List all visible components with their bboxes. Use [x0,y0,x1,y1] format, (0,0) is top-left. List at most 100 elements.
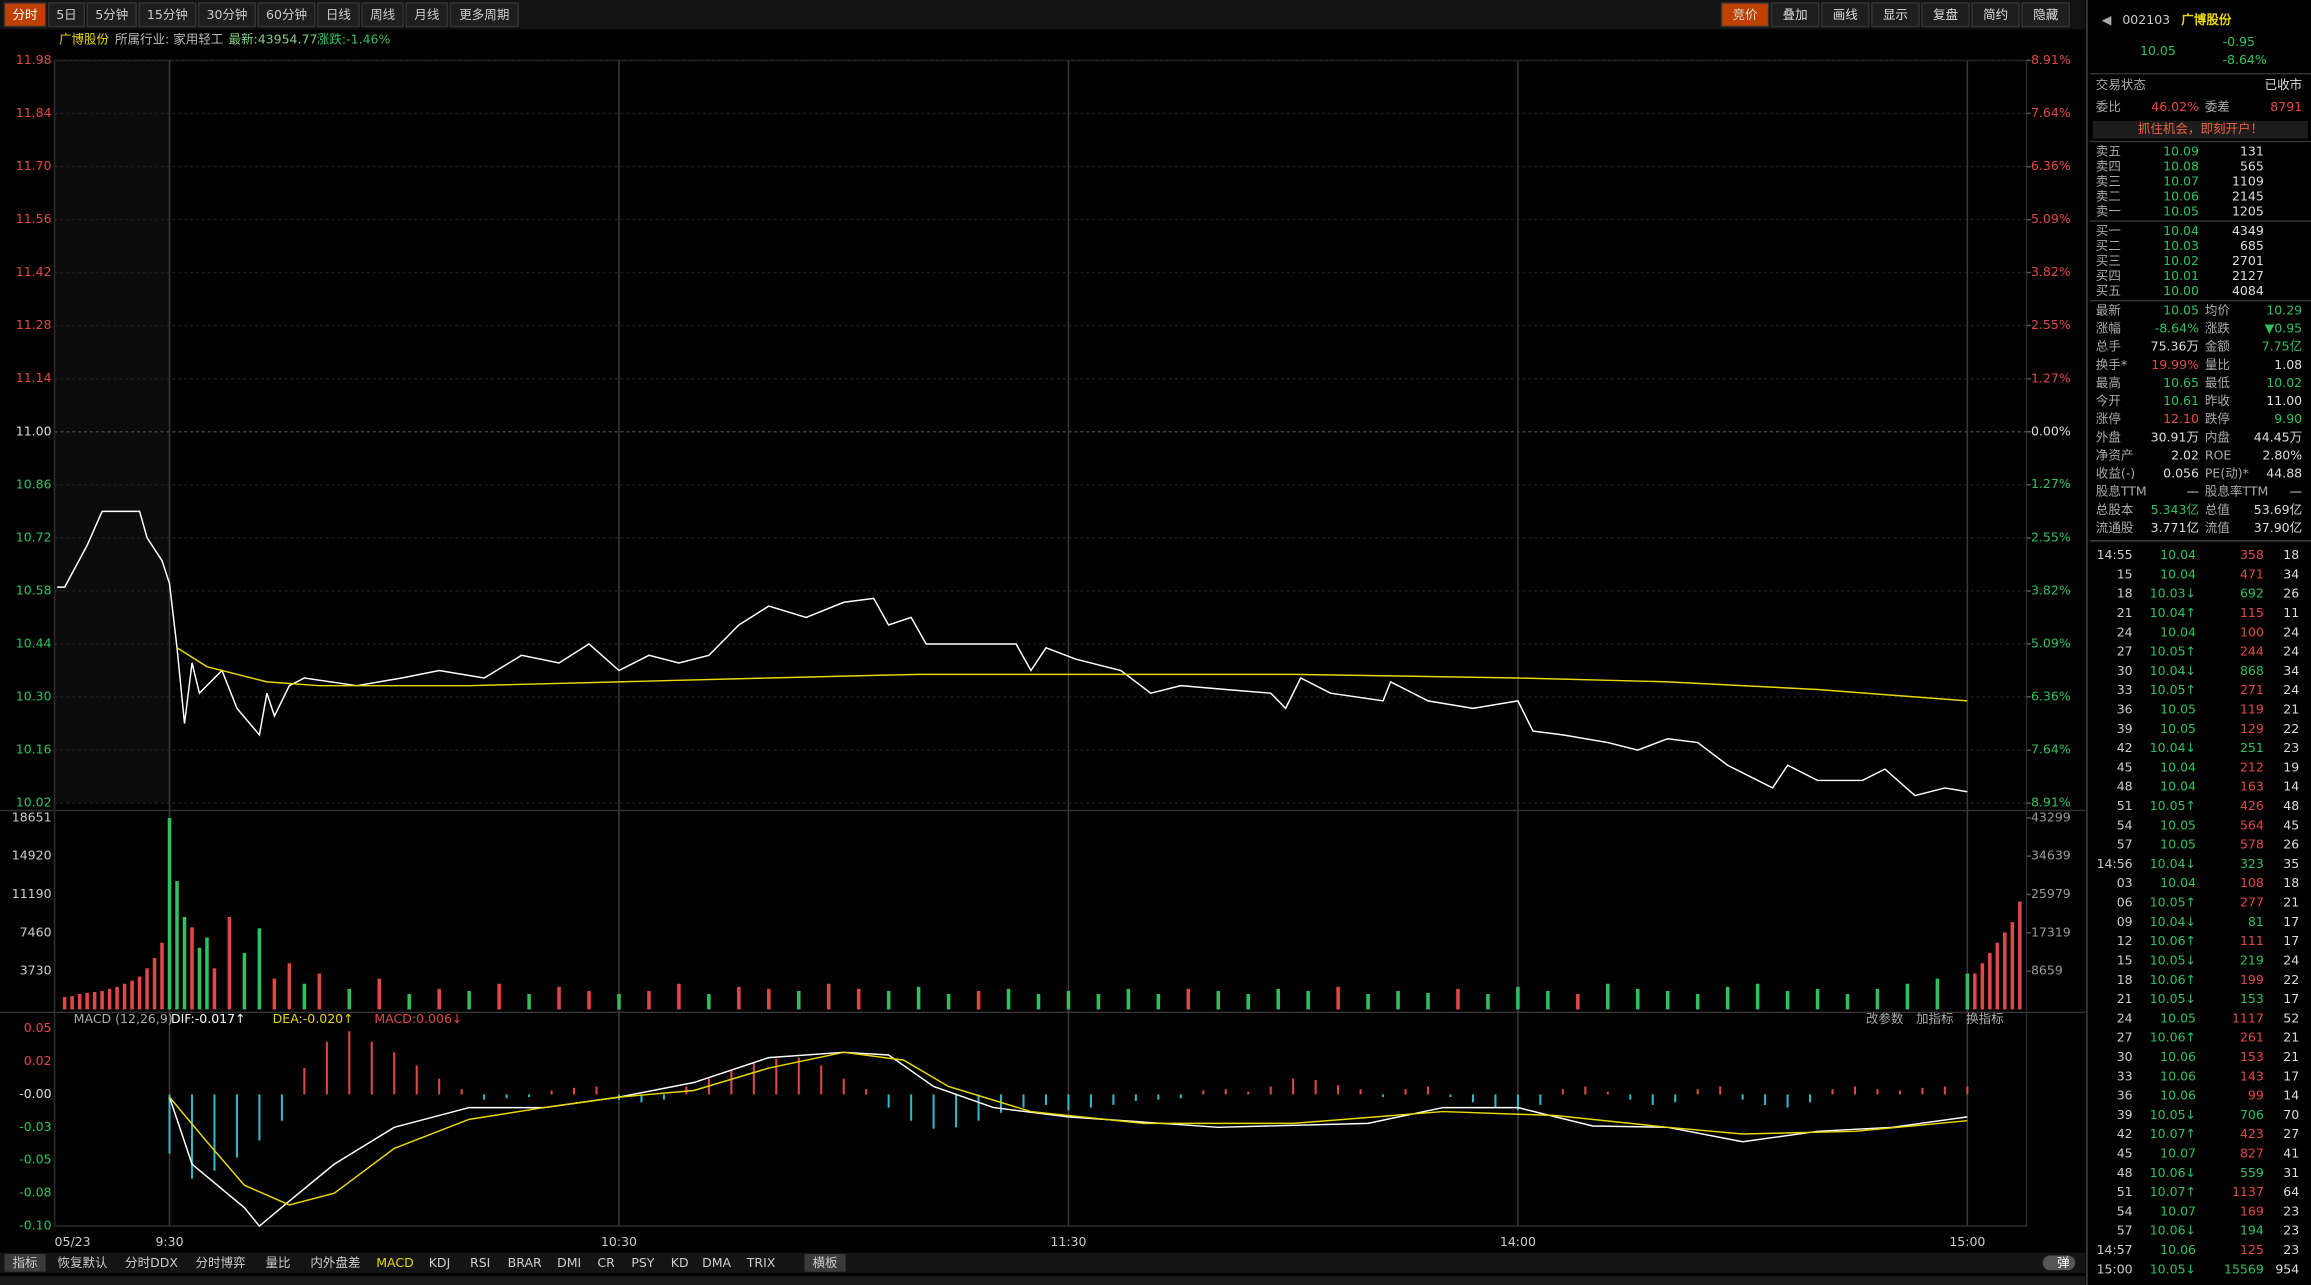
indicator-tab[interactable]: RSI [470,1255,490,1270]
period-label[interactable]: 60分钟 [266,7,307,22]
trade-price: 10.04 [2160,566,2196,581]
indicator-tab[interactable]: DMI [557,1255,581,1270]
volume-bar [976,990,981,1010]
prev-arrow[interactable]: ◀ [2102,12,2112,27]
indicator-tab[interactable]: KDJ [429,1255,451,1270]
indicator-tab[interactable]: PSY [631,1255,654,1270]
book-price: 10.00 [2163,283,2199,298]
trade-price: 10.05 [2160,837,2196,852]
trade-volume: 153 [2240,991,2264,1006]
y2-tick-label: 7.64% [2031,742,2071,757]
trade-time: 18 [2117,586,2133,601]
period-button[interactable] [47,2,86,28]
scrollbar[interactable] [0,1276,2086,1285]
indicator-button[interactable]: 换指标 [1966,1011,2004,1026]
indicator-tab[interactable]: DMA [702,1255,731,1270]
period-button[interactable] [449,2,519,28]
trade-time: 12 [2117,933,2133,948]
period-button[interactable] [361,2,404,28]
indicator-tab[interactable]: 横板 [813,1255,839,1270]
volume-bar [1426,992,1430,1010]
indicator-button[interactable]: 改参数 [1866,1011,1904,1026]
period-label[interactable]: 30分钟 [206,7,247,22]
volume-bar [190,927,194,1010]
trade-volume: 125 [2240,1242,2264,1257]
trade-count: 41 [2283,1145,2299,1160]
y-tick-label: 11.70 [16,158,52,173]
tool-label[interactable]: 简约 [1983,7,2008,22]
indicator-tab[interactable]: 内外盘差 [310,1255,360,1270]
book-volume: 4349 [2232,223,2264,238]
tool-button[interactable] [2021,2,2071,28]
indicator-tab[interactable]: 分时博弈 [195,1255,245,1270]
indicator-tab[interactable]: 量比 [265,1255,290,1270]
ratio-label: 委比 [2096,99,2121,114]
trade-count: 70 [2283,1107,2299,1122]
tool-label[interactable]: 画线 [1833,7,1859,22]
volume-bar [856,988,861,1010]
tool-label[interactable]: 隐藏 [2033,7,2059,22]
period-label[interactable]: 更多周期 [459,7,509,22]
period-button[interactable] [405,2,449,28]
trade-price: 10.05 [2160,1010,2196,1025]
tool-label[interactable]: 竞价 [1733,7,1759,22]
float-button-bg[interactable] [2042,1255,2076,1271]
period-label[interactable]: 分时 [13,7,39,22]
banner[interactable]: 抓住机会，即刻开户！ [2138,121,2263,136]
trade-count: 24 [2283,952,2299,967]
stat-label: 最新 [2096,302,2121,317]
period-label[interactable]: 5分钟 [95,7,128,22]
tool-button[interactable] [1971,2,2020,28]
stat-value: 12.10 [2163,411,2199,426]
trade-price: 10.06↓ [2150,1223,2196,1238]
period-label[interactable]: 5日 [56,7,76,22]
period-label[interactable]: 日线 [326,7,352,22]
indicator-tab[interactable]: 指标 [13,1255,38,1270]
indicator-tab[interactable]: MACD [376,1255,414,1270]
trade-count: 17 [2283,1068,2299,1083]
period-button[interactable] [86,2,137,28]
float-button[interactable]: 弹 [2057,1255,2070,1270]
period-button[interactable] [197,2,257,28]
volume-bar [2003,932,2007,1010]
volume-bar [1973,973,1977,1010]
period-label[interactable]: 月线 [414,7,440,22]
indicator-tab[interactable]: 恢复默认 [58,1255,109,1270]
status: 已收市 [2265,77,2303,92]
volume-bar [886,990,891,1010]
volume-bar [1126,988,1131,1010]
volume-bar [227,916,232,1010]
period-button[interactable] [138,2,197,28]
tool-button[interactable] [1871,2,1920,28]
period-button[interactable] [3,2,47,28]
indicator-tab[interactable]: CR [597,1255,615,1270]
tool-button[interactable] [1820,2,1870,28]
trade-count: 21 [2283,1049,2299,1064]
period-button[interactable] [317,2,360,28]
trade-price: 10.05↑ [2150,682,2196,697]
volume-bar [1096,994,1101,1010]
volume-bar [1635,988,1640,1010]
stock-name: 广博股份 [2181,12,2232,27]
tool-label[interactable]: 叠加 [1783,7,1808,22]
stat-label: 涨停 [2096,411,2121,426]
trade-price: 10.05↓ [2150,1107,2196,1122]
period-label[interactable]: 周线 [370,7,396,22]
tool-label[interactable]: 复盘 [1933,7,1958,22]
indicator-tab[interactable]: TRIX [746,1255,776,1270]
indicator-button[interactable]: 加指标 [1916,1011,1954,1026]
book-price: 10.04 [2163,223,2199,238]
trade-time: 57 [2117,837,2133,852]
period-button[interactable] [257,2,316,28]
volume-bar [152,958,157,1010]
indicator-tab[interactable]: BRAR [508,1255,542,1270]
tool-button[interactable] [1720,2,1770,28]
period-label[interactable]: 15分钟 [147,7,188,22]
tool-button[interactable] [1770,2,1820,28]
trade-price: 10.07↑ [2150,1126,2196,1141]
tool-label[interactable]: 显示 [1883,7,1908,22]
volume-bar [287,963,292,1010]
indicator-tab[interactable]: KD [671,1255,689,1270]
indicator-tab[interactable]: 分时DDX [125,1255,178,1270]
tool-button[interactable] [1921,2,1970,28]
